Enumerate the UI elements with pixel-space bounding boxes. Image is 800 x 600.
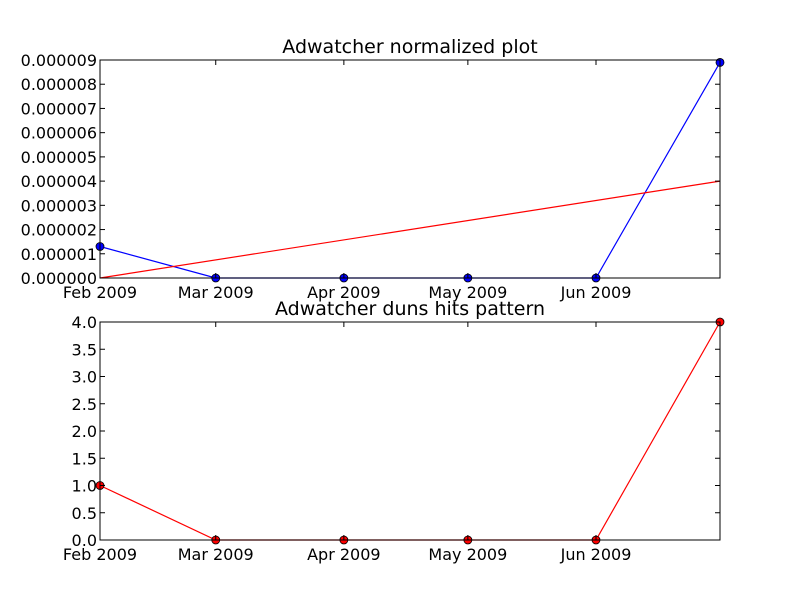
axes-frame xyxy=(99,321,721,541)
series-line-2 xyxy=(99,180,721,279)
y-tick-label: 4.0 xyxy=(72,313,97,332)
y-tick-label: 3.0 xyxy=(72,368,97,387)
chart-panel-1: Adwatcher normalized plot 0.000000 0.00000… xyxy=(21,36,725,302)
x-tick-label: Jun 2009 xyxy=(560,545,632,564)
x-tick-label: Apr 2009 xyxy=(307,283,380,302)
series-line-1 xyxy=(99,62,721,279)
chart-title: Adwatcher normalized plot xyxy=(282,36,537,58)
y-tick-label: 0.000005 xyxy=(21,148,97,167)
x-tick-label: May 2009 xyxy=(428,283,507,302)
y-tick-label: 0.000007 xyxy=(21,99,97,118)
y-tick-label: 0.0 xyxy=(72,531,97,550)
y-tick-label: 0.000002 xyxy=(21,221,97,240)
x-tick-label: Jun 2009 xyxy=(560,283,632,302)
y-tick-label: 1.5 xyxy=(72,449,97,468)
x-tick-label: May 2009 xyxy=(428,545,507,564)
series-line-1 xyxy=(99,321,721,541)
y-tick-label: 2.0 xyxy=(72,422,97,441)
axes-frame xyxy=(99,59,721,279)
y-tick-label: 1.0 xyxy=(72,477,97,496)
x-tick-label: Feb 2009 xyxy=(63,283,137,302)
y-tick-label: 0.000006 xyxy=(21,124,97,143)
x-tick-label: Mar 2009 xyxy=(178,545,254,564)
y-tick-label: 0.000004 xyxy=(21,172,97,191)
chart-title: Adwatcher duns hits pattern xyxy=(275,298,545,320)
y-tick-label: 3.5 xyxy=(72,340,97,359)
x-tick-label: Feb 2009 xyxy=(63,545,137,564)
y-tick-label: 0.000000 xyxy=(21,269,97,288)
y-tick-label: 0.000009 xyxy=(21,51,97,70)
y-tick-label: 0.000008 xyxy=(21,75,97,94)
y-tick-label: 0.000001 xyxy=(21,245,97,264)
y-tick-label: 0.5 xyxy=(72,504,97,523)
x-tick-label: Apr 2009 xyxy=(307,545,380,564)
y-tick-label: 0.000003 xyxy=(21,196,97,215)
chart-panel-2: Adwatcher duns hits pattern 0.0 0.5 1.0 1.5 2… xyxy=(63,298,725,564)
y-tick-label: 2.5 xyxy=(72,395,97,414)
x-tick-label: Mar 2009 xyxy=(178,283,254,302)
